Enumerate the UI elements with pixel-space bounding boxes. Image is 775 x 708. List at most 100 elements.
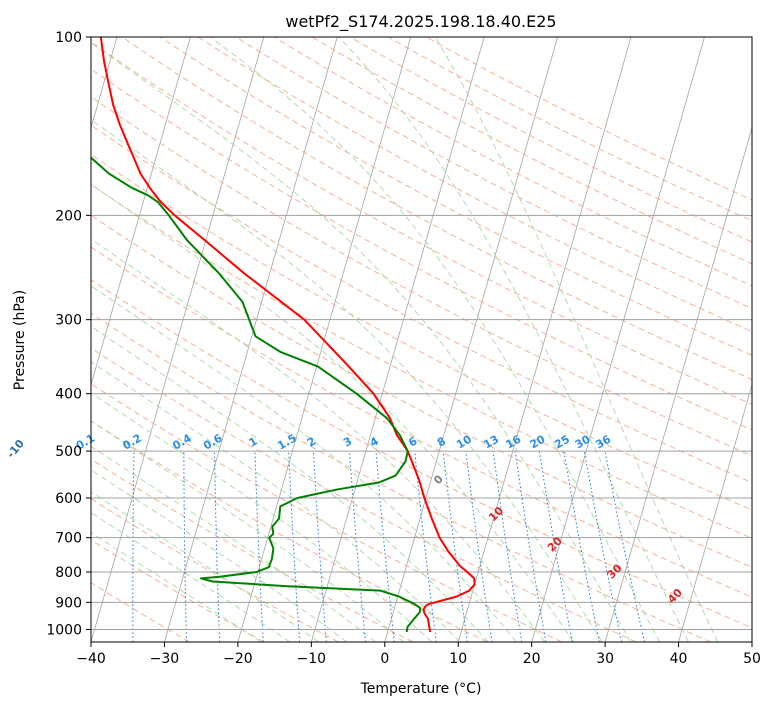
mixing-ratio-label: 20 (528, 432, 548, 451)
moist-adiabat-line (91, 285, 517, 642)
mixing-ratio-line (492, 451, 523, 642)
chart-series (91, 37, 476, 633)
dry-adiabat-line (91, 582, 190, 642)
y-axis: 1000 900 800 700 600 500 400 300 200 100 (46, 30, 91, 638)
y-tick-label: 400 (55, 387, 82, 403)
dry-adiabat-line (91, 312, 712, 642)
mixing-ratio-line (132, 451, 135, 642)
dry-adiabat-line (91, 153, 752, 511)
mixing-ratio-label: 6 (406, 434, 419, 449)
dry-adiabat-line (273, 37, 752, 287)
y-axis-label: Pressure (hPa) (12, 290, 28, 390)
chart-grid (83, 37, 752, 642)
y-tick-label: 600 (55, 491, 82, 507)
dry-adiabat-line (91, 279, 752, 629)
x-tick-label: −10 (297, 651, 327, 667)
moist-adiabat-line (91, 392, 433, 642)
isotherm-line (678, 383, 752, 642)
dry-adiabat-line (91, 383, 563, 642)
y-tick-label: 300 (55, 313, 82, 329)
moist-adiabat-line (91, 469, 348, 642)
mixing-ratio-label: 8 (435, 435, 448, 450)
mixing-ratio-line (83, 451, 87, 642)
dry-adiabat-line (91, 183, 752, 539)
mixing-ratio-line (604, 451, 645, 642)
dry-adiabat-line (91, 124, 752, 484)
x-tick-label: −30 (150, 651, 180, 667)
mixing-ratio-label: 1.5 (275, 432, 298, 453)
dry-adiabat-line (91, 96, 752, 457)
y-tick-label: 500 (55, 444, 82, 460)
isotherm-line (604, 126, 752, 642)
dry-adiabat-line (91, 347, 637, 642)
y-tick-label: 700 (55, 531, 82, 547)
moist-adiabat-line (91, 361, 461, 642)
mixing-ratio-label: 13 (481, 433, 501, 452)
isotherm-line (751, 640, 752, 642)
dry-adiabat-line (91, 420, 488, 642)
mixing-ratio-label: 2 (305, 435, 318, 450)
chart-title: wetPf2_S174.2025.198.18.40.E25 (285, 12, 556, 32)
y-tick-label: 900 (55, 595, 82, 611)
mixing-ratio-label: 0.4 (170, 431, 194, 452)
temperature-profile (99, 37, 476, 633)
moist-adiabat-line (91, 511, 291, 642)
moist-adiabat-label: 40 (665, 586, 685, 606)
mixing-ratio-label: 10 (454, 432, 474, 451)
x-tick-label: 10 (449, 651, 467, 667)
mixing-ratio-label: 4 (368, 434, 381, 449)
moist-adiabat-line (91, 183, 574, 642)
isopleth-labels: 0.10.20.40.611.52346810131620253036-100-… (4, 431, 685, 606)
dry-adiabat-line (235, 37, 752, 310)
dry-adiabat-line (349, 37, 752, 243)
moist-adiabat-line (434, 37, 718, 642)
dry-adiabat-line (425, 37, 752, 201)
dry-adiabat-line (311, 37, 752, 265)
dry-adiabat-line (121, 37, 752, 381)
x-tick-label: 0 (380, 651, 389, 667)
mixing-ratio-line (288, 451, 301, 642)
dry-adiabat-line (91, 41, 752, 405)
moist-adiabat-line (91, 531, 262, 642)
x-tick-label: 30 (596, 651, 614, 667)
y-tick-label: 100 (55, 30, 82, 46)
mixing-ratio-label: 3 (341, 435, 354, 450)
isotherm-line (457, 37, 632, 642)
dry-adiabat-line (91, 246, 752, 598)
dry-adiabat-line (91, 539, 265, 642)
y-tick-label: 200 (55, 208, 82, 224)
dry-adiabat-label: -10 (4, 437, 27, 461)
y-tick-label: 800 (55, 565, 82, 581)
mixing-ratio-label: 1 (247, 435, 260, 450)
x-tick-label: 40 (670, 651, 688, 667)
isotherm-line (310, 37, 485, 642)
isotherm-line (91, 37, 265, 642)
x-axis-label: Temperature (°C) (360, 681, 482, 697)
x-tick-label: 50 (743, 651, 761, 667)
dry-adiabat-line (159, 37, 752, 356)
x-tick-label: −40 (76, 651, 106, 667)
x-tick-label: −20 (223, 651, 253, 667)
moist-adiabat-line (91, 420, 404, 642)
isotherm-line (164, 37, 338, 642)
mixing-ratio-label: 16 (503, 432, 523, 451)
isotherm-line (384, 37, 558, 642)
moist-adiabat-line (338, 37, 689, 642)
dewpoint-profile (91, 156, 422, 633)
dry-adiabat-line (91, 214, 752, 568)
mixing-ratio-line (254, 451, 264, 642)
dry-adiabat-line (91, 458, 414, 642)
mixing-ratio-label: 0.2 (121, 432, 144, 453)
x-axis: −40 −30 −20 −10 0 10 20 30 40 50 (76, 642, 761, 667)
mixing-ratio-line (442, 451, 468, 642)
mixing-ratio-label: 30 (573, 432, 593, 451)
isotherm-line (91, 37, 191, 387)
mixing-ratio-line (563, 451, 600, 642)
moist-adiabat-line (91, 119, 603, 642)
moist-adiabat-line (91, 238, 546, 642)
y-tick-label: 1000 (46, 622, 82, 638)
plot-frame (90, 36, 753, 643)
x-tick-label: 20 (523, 651, 541, 667)
mixing-ratio-label: 0.6 (201, 431, 225, 452)
